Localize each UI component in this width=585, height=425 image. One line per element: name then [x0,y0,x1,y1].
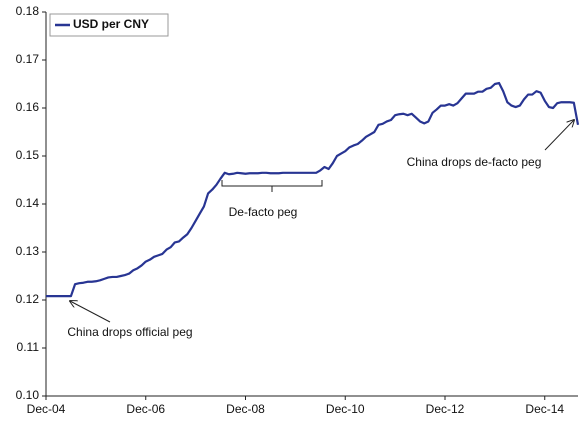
y-tick-label: 0.16 [16,100,40,114]
x-tick-label: Dec-14 [525,402,564,416]
legend-label: USD per CNY [73,17,149,31]
x-tick-label: Dec-12 [426,402,465,416]
y-tick-label: 0.17 [16,52,40,66]
arrow [70,301,111,323]
x-tick-label: Dec-10 [326,402,365,416]
y-tick-label: 0.18 [16,4,40,18]
x-tick-label: Dec-04 [27,402,66,416]
legend-box [49,13,169,37]
y-tick-label: 0.13 [16,244,40,258]
annotation: China drops de-facto peg [407,155,542,169]
bracket [221,180,323,192]
y-tick-label: 0.12 [16,292,40,306]
data-line [46,81,580,298]
y-tick-label: 0.10 [16,388,40,402]
arrow [544,120,574,151]
y-tick-label: 0.15 [16,148,40,162]
x-tick-label: Dec-08 [226,402,265,416]
y-tick-label: 0.14 [16,196,40,210]
y-tick-label: 0.11 [17,340,40,354]
annotation: De-facto peg [229,205,298,219]
annotation: China drops official peg [67,325,192,339]
x-tick-label: Dec-06 [126,402,165,416]
